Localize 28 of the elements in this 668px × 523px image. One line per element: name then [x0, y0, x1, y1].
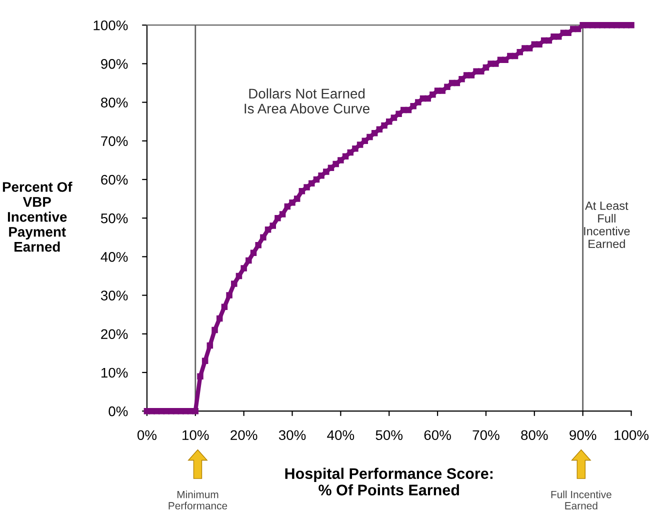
x-tick-label: 70%	[472, 430, 500, 440]
text: Minimum Performance	[168, 490, 228, 510]
y-tick-label: 70%	[101, 136, 128, 146]
y-tick-label: 20%	[101, 329, 128, 340]
x-tick-label: 40%	[327, 430, 354, 440]
y-tick-label: 90%	[101, 59, 128, 69]
x-tick-label: 30%	[278, 430, 306, 440]
y-tick-label: 100%	[94, 20, 128, 30]
x-tick-label: 20%	[230, 430, 258, 440]
annotation: Dollars Not Earned Is Area Above Curve	[244, 88, 370, 114]
x-tick-label: 100%	[614, 430, 649, 440]
y-tick-label: 60%	[101, 174, 128, 185]
x-tick-label: 60%	[424, 430, 451, 440]
text: Full Incentive Earned	[551, 490, 612, 510]
y-tick-label: 30%	[100, 290, 128, 300]
y-tick-label: 0%	[108, 406, 128, 416]
y-tick-label: 10%	[101, 368, 128, 378]
x-tick-label: 10%	[182, 430, 209, 440]
annotation: At Least Full Incentive Earned	[584, 202, 630, 248]
y-tick-label: 80%	[101, 98, 128, 108]
x-axis-title: Hospital Performance Score: % Of Points Earned	[285, 468, 492, 496]
x-tick-label: 50%	[376, 430, 403, 440]
y-tick-label: 50%	[100, 213, 128, 224]
x-tick-label: 0%	[137, 430, 157, 440]
x-tick-label: 80%	[521, 430, 548, 440]
y-tick-label: 40%	[100, 252, 128, 262]
y-axis-title: Percent Of VBP Incentive Payment Earned	[2, 182, 72, 252]
x-tick-label: 90%	[570, 430, 596, 440]
